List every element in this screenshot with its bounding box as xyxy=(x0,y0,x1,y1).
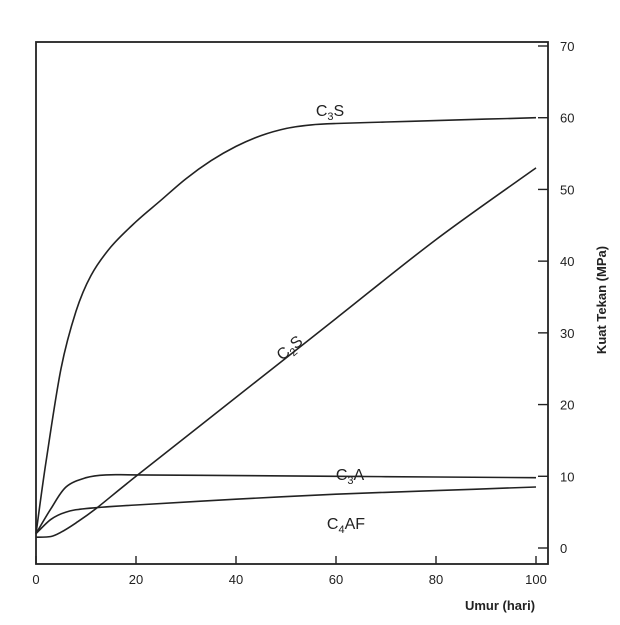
y-axis-title: Kuat Tekan (MPa) xyxy=(594,246,609,354)
series-labels: C3S C2S C3A C4AF xyxy=(274,103,366,536)
x-axis-title: Umur (hari) xyxy=(465,598,535,613)
axis-tick-labels: 0 10 20 30 40 50 60 70 0 20 40 60 80 100 xyxy=(32,39,574,587)
y-tick-label: 0 xyxy=(560,541,567,556)
axis-ticks xyxy=(35,45,548,564)
series-line-c4af xyxy=(35,486,537,535)
series-label-c3s: C3S xyxy=(316,103,344,123)
series-label-c2s: C2S xyxy=(274,333,309,367)
y-tick-label: 50 xyxy=(560,182,574,197)
y-tick-label: 10 xyxy=(560,469,574,484)
series-lines xyxy=(35,116,537,538)
plot-frame xyxy=(35,41,549,565)
y-tick-label: 20 xyxy=(560,398,574,413)
x-tick-label: 20 xyxy=(129,572,143,587)
x-tick-label: 0 xyxy=(32,572,39,587)
x-tick-label: 40 xyxy=(229,572,243,587)
x-tick-label: 80 xyxy=(429,572,443,587)
y-tick-label: 40 xyxy=(560,254,574,269)
series-label-c4af: C4AF xyxy=(327,516,365,536)
series-label-c3a: C3A xyxy=(336,467,365,487)
y-tick-label: 70 xyxy=(560,39,574,54)
series-line-c3a xyxy=(35,473,537,535)
x-tick-label: 100 xyxy=(525,572,547,587)
y-tick-label: 30 xyxy=(560,326,574,341)
series-line-c2s xyxy=(35,167,537,538)
x-tick-label: 60 xyxy=(329,572,343,587)
y-tick-label: 60 xyxy=(560,111,574,126)
series-line-c3s xyxy=(35,116,537,534)
